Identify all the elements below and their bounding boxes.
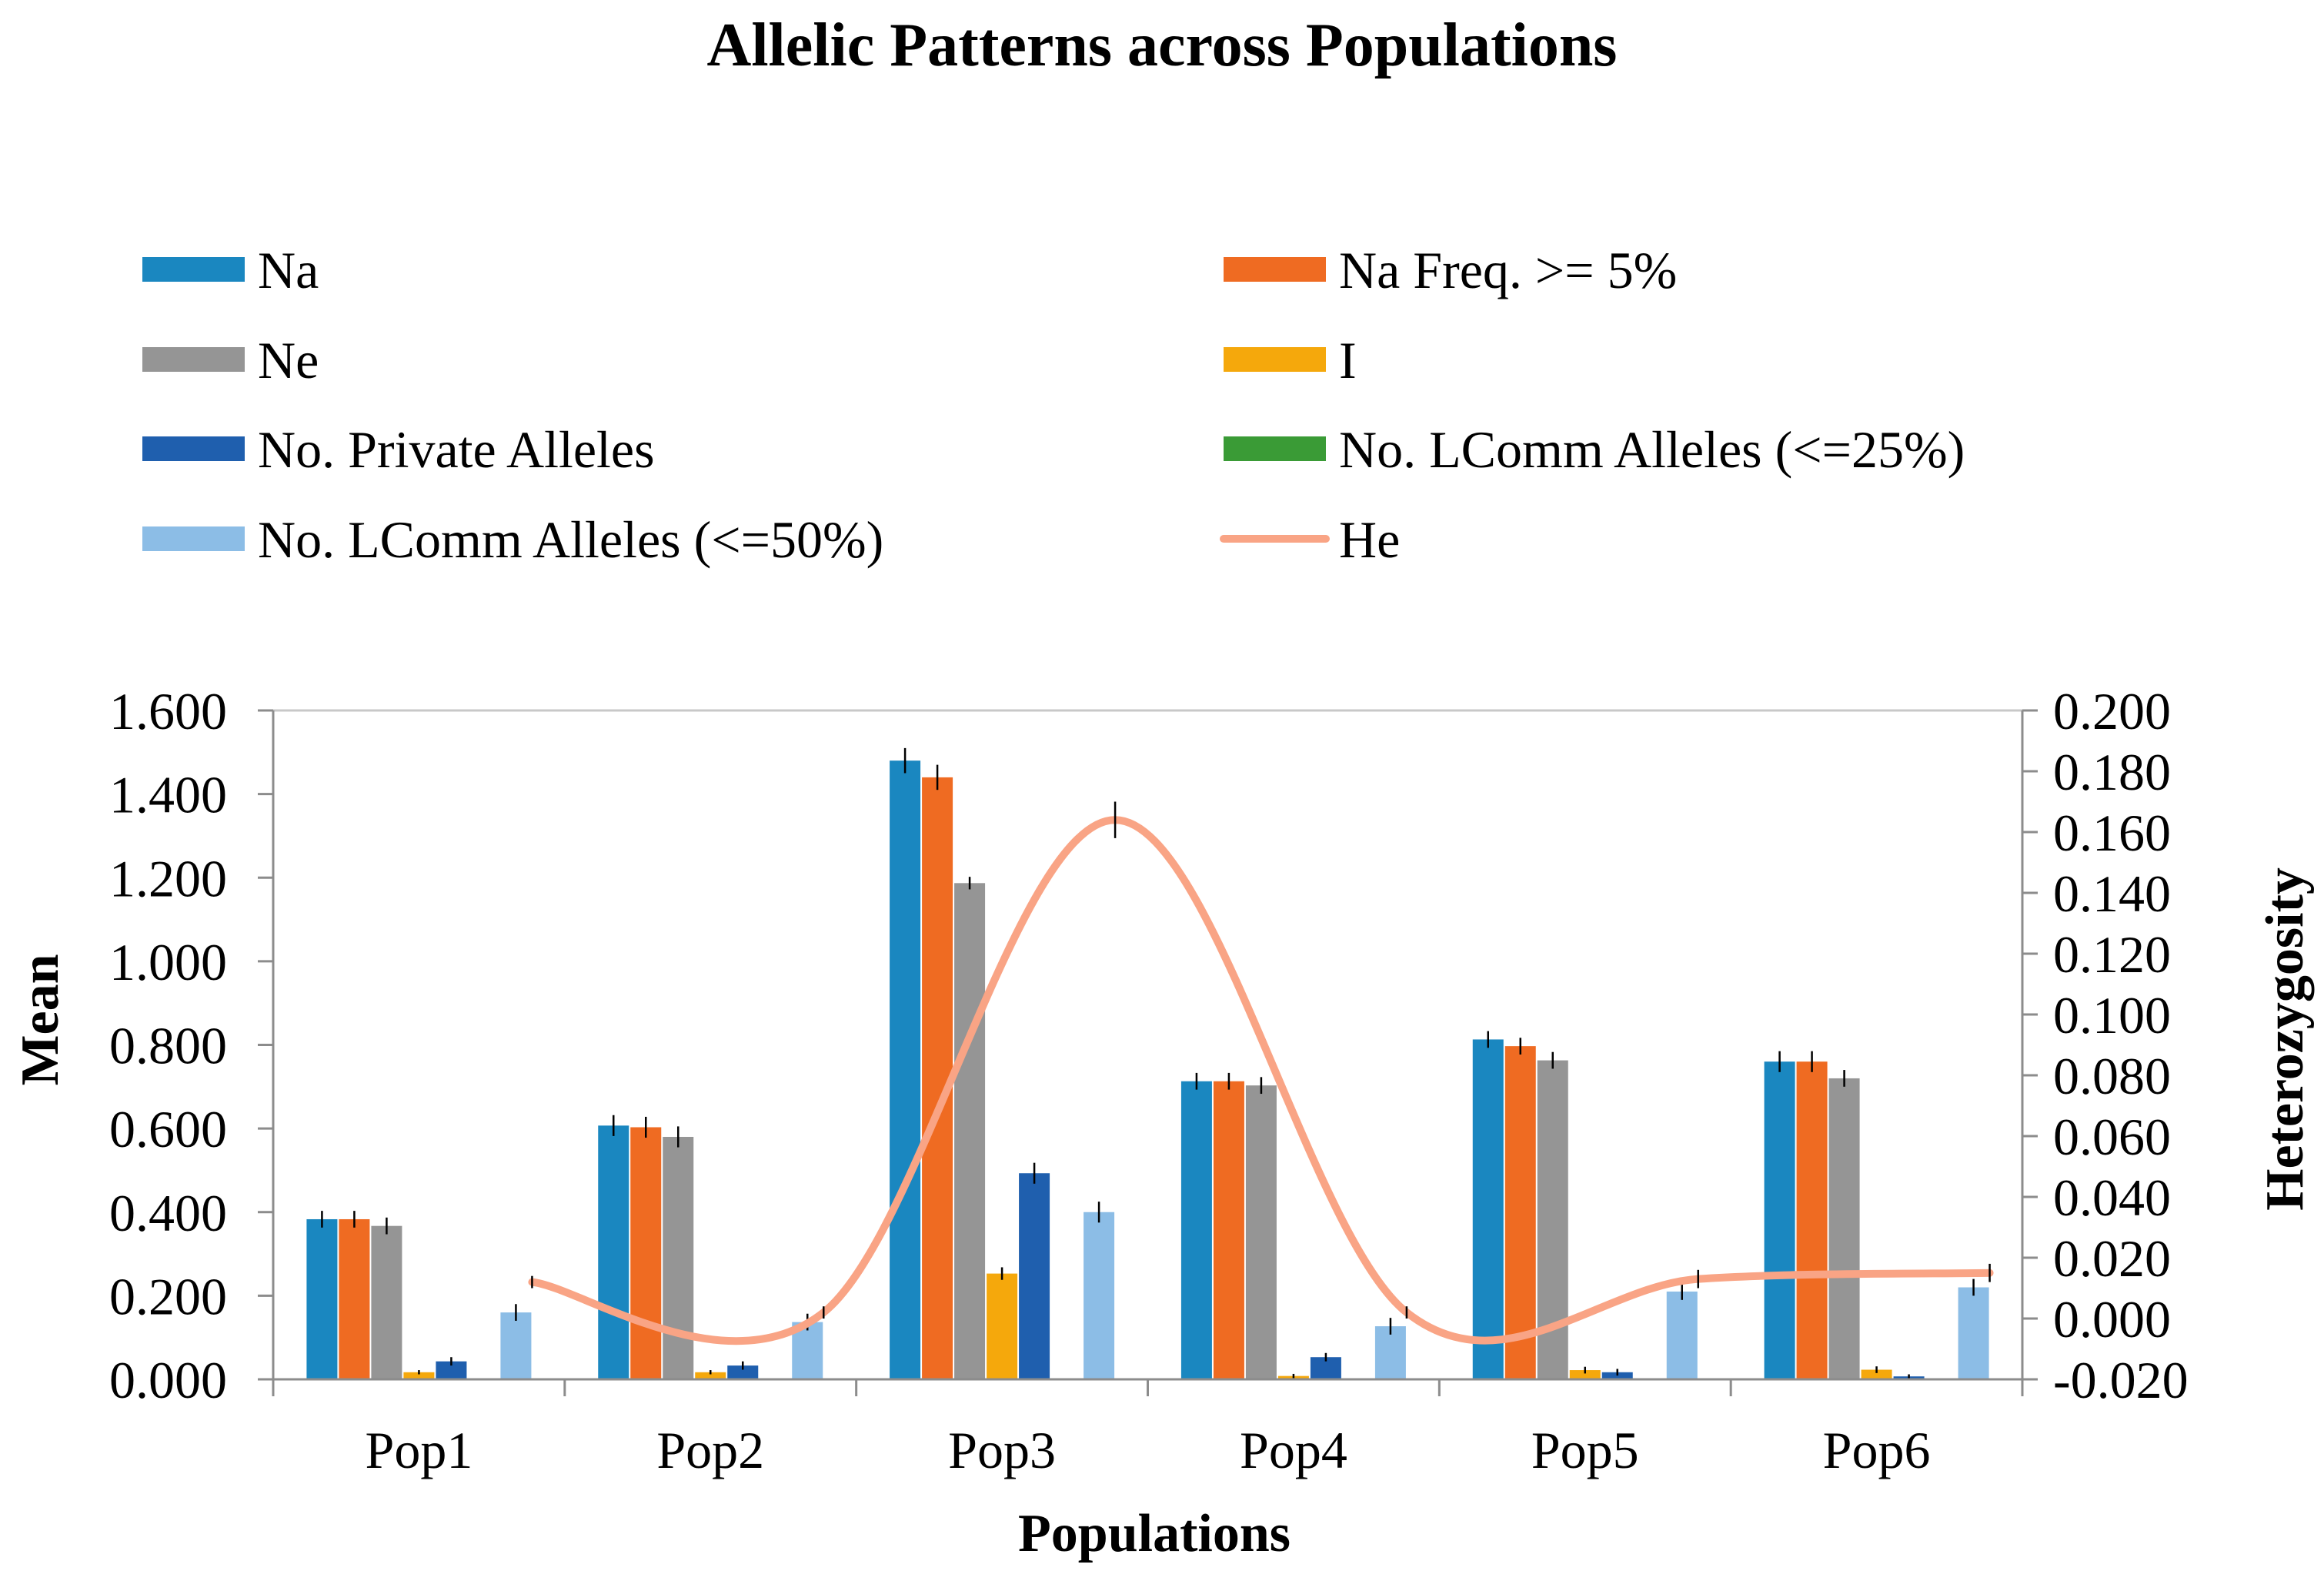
legend-swatch-no-private-alleles	[142, 436, 245, 461]
x-tick-label: Pop4	[1240, 1421, 1347, 1479]
y-tick-label: 0.000	[109, 1351, 227, 1409]
bar-no-private-alleles	[727, 1365, 759, 1379]
y2-tick-label: 0.140	[2053, 864, 2171, 923]
axes: 0.000 0.200 0.400 0.600 0.800 1.000 1.200 1.400…	[109, 682, 2189, 1479]
bar-i	[695, 1372, 726, 1379]
legend-label-no-lcomm-alleles-25: No. LComm Alleles (<=25%)	[1339, 420, 1965, 479]
y2-tick-label: 0.100	[2053, 986, 2171, 1045]
bar-i	[987, 1273, 1018, 1379]
y-tick-label: 1.200	[109, 849, 227, 907]
y-tick-label: 1.000	[109, 933, 227, 991]
y2-axis-label: Heterozygosity	[2256, 867, 2315, 1211]
x-tick-label: Pop5	[1531, 1421, 1639, 1479]
y-tick-label: 0.600	[109, 1100, 227, 1158]
x-axis-label: Populations	[1018, 1504, 1291, 1563]
y2-tick-label: 0.080	[2053, 1047, 2171, 1105]
bar-na	[1472, 1039, 1504, 1379]
bar-ne	[663, 1136, 694, 1379]
bar-i	[1569, 1370, 1601, 1379]
y2-tick-label: 0.000	[2053, 1290, 2171, 1349]
legend-label-no-lcomm-alleles-50: No. LComm Alleles (<=50%)	[258, 510, 883, 569]
legend-swatch-na-freq-5	[1224, 257, 1326, 282]
y-tick-label: 1.400	[109, 766, 227, 824]
bar-na	[1180, 1081, 1212, 1379]
legend-label-na: Na	[258, 241, 319, 299]
legend-label-i: I	[1339, 331, 1357, 389]
x-tick-label: Pop3	[948, 1421, 1056, 1479]
legend-label-no-private-alleles: No. Private Alleles	[258, 420, 655, 479]
legend-swatch-no-lcomm-alleles-25	[1224, 436, 1326, 461]
chart-title: Allelic Patterns across Populations	[707, 12, 1618, 79]
bar-na-freq-5	[1213, 1081, 1244, 1379]
bar-no-private-alleles	[1601, 1372, 1633, 1379]
bar-ne	[1828, 1078, 1860, 1379]
y2-tick-label: 0.020	[2053, 1229, 2171, 1288]
line-series	[528, 801, 1994, 1345]
y-tick-label: 0.200	[109, 1267, 227, 1325]
y2-tick-label: 0.160	[2053, 804, 2171, 862]
y2-tick-label: 0.120	[2053, 925, 2171, 984]
bar-ne	[371, 1225, 402, 1379]
legend-label-ne: Ne	[258, 331, 319, 389]
legend: Na Na Freq. >= 5% Ne I No. Private Alleles No…	[142, 241, 1965, 569]
bar-na	[890, 760, 921, 1379]
bar-no-lcomm-alleles-50	[500, 1312, 532, 1379]
bar-na-freq-5	[1504, 1046, 1536, 1379]
legend-swatch-ne	[142, 347, 245, 372]
bar-no-private-alleles	[436, 1361, 467, 1379]
x-tick-label: Pop6	[1823, 1421, 1931, 1479]
x-tick-label: Pop2	[656, 1421, 764, 1479]
bar-no-lcomm-alleles-50	[1958, 1287, 1989, 1379]
bar-no-lcomm-alleles-50	[1084, 1212, 1115, 1379]
bar-no-lcomm-alleles-50	[1374, 1326, 1406, 1379]
bar-no-private-alleles	[1019, 1173, 1050, 1379]
legend-swatch-no-lcomm-alleles-50	[142, 526, 245, 551]
legend-swatch-na	[142, 257, 245, 282]
y2-tick-label: 0.060	[2053, 1108, 2171, 1166]
y-tick-label: 1.600	[109, 682, 227, 740]
bar-i	[403, 1372, 435, 1379]
bar-ne	[954, 883, 986, 1379]
legend-swatch-i	[1224, 347, 1326, 372]
bar-na-freq-5	[339, 1218, 370, 1379]
y-axis-label: Mean	[11, 954, 70, 1085]
y2-tick-label: -0.020	[2053, 1351, 2189, 1409]
x-tick-label: Pop1	[366, 1421, 473, 1479]
bar-na	[598, 1125, 629, 1379]
y-tick-label: 0.800	[109, 1017, 227, 1075]
bar-na	[306, 1218, 338, 1379]
bar-ne	[1245, 1085, 1277, 1379]
y-tick-label: 0.400	[109, 1184, 227, 1242]
bar-na-freq-5	[922, 777, 953, 1379]
bars	[306, 747, 1989, 1379]
legend-label-he: He	[1339, 510, 1400, 569]
bar-na-freq-5	[630, 1127, 662, 1379]
bar-na	[1764, 1061, 1795, 1379]
bar-i	[1861, 1369, 1892, 1379]
y2-tick-label: 0.040	[2053, 1168, 2171, 1227]
y2-tick-label: 0.180	[2053, 743, 2171, 801]
legend-label-na-freq-5: Na Freq. >= 5%	[1339, 241, 1677, 299]
bar-no-lcomm-alleles-50	[1666, 1291, 1698, 1379]
y2-tick-label: 0.200	[2053, 682, 2171, 740]
bar-na-freq-5	[1796, 1061, 1828, 1379]
